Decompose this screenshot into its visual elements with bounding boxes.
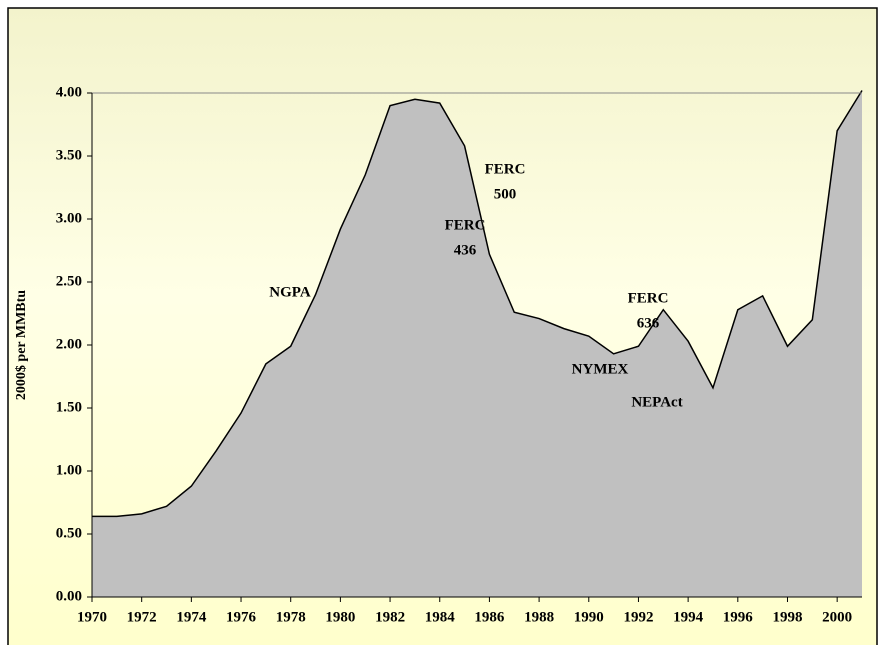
x-tick-label: 1990	[574, 609, 604, 625]
x-tick-label: 1988	[524, 609, 554, 625]
area-line	[92, 90, 863, 518]
annotation: FERC	[485, 161, 526, 177]
annotation: 500	[494, 186, 517, 202]
y-tick-label: 3.50	[56, 147, 82, 163]
y-tick-label: 4.00	[56, 84, 82, 100]
y-tick-label: 0.50	[56, 525, 82, 541]
y-tick-label: 0.00	[56, 588, 82, 604]
x-tick-label: 1982	[375, 609, 405, 625]
annotation: NYMEX	[572, 361, 629, 377]
annotation: FERC	[628, 290, 669, 306]
x-tick-label: 2000	[822, 609, 852, 625]
area-fill	[92, 90, 862, 597]
x-tick-label: 1994	[673, 609, 704, 625]
x-tick-label: 1980	[325, 609, 355, 625]
x-tick-label: 1970	[77, 609, 107, 625]
x-tick-label: 1978	[276, 609, 306, 625]
annotation: 636	[637, 315, 660, 331]
x-tick-label: 1984	[425, 609, 456, 625]
y-tick-label: 1.50	[56, 399, 82, 415]
y-tick-label: 3.00	[56, 210, 82, 226]
x-tick-label: 1998	[772, 609, 802, 625]
y-tick-label: 2.00	[56, 336, 82, 352]
x-tick-label: 1986	[474, 609, 505, 625]
y-tick-label: 1.00	[56, 462, 82, 478]
x-tick-label: 1974	[176, 609, 207, 625]
annotation: 436	[454, 242, 477, 258]
y-axis-label: 2000$ per MMBtu	[14, 290, 29, 400]
x-tick-label: 1992	[623, 609, 653, 625]
y-tick-label: 2.50	[56, 273, 82, 289]
x-tick-label: 1976	[226, 609, 257, 625]
annotation: NGPA	[269, 284, 311, 300]
x-tick-label: 1996	[723, 609, 754, 625]
annotation: NEPAct	[631, 394, 682, 410]
x-tick-label: 1972	[127, 609, 157, 625]
annotation: FERC	[445, 217, 486, 233]
